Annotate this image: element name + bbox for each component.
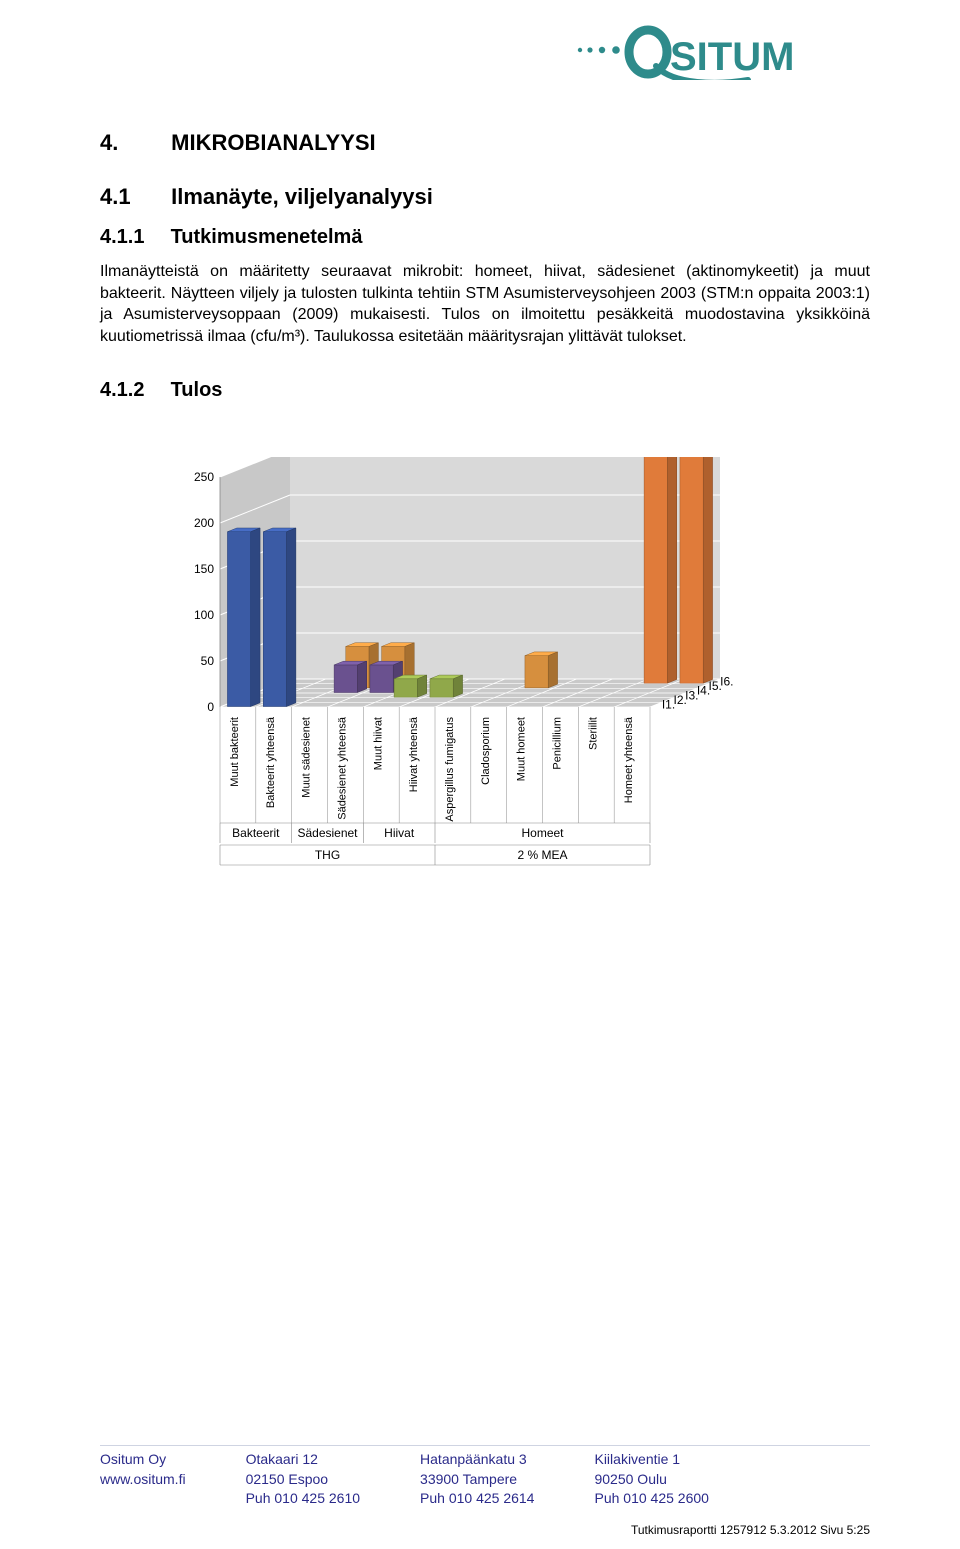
h3b-text: Tulos bbox=[171, 379, 223, 401]
methodology-paragraph: Ilmanäytteistä on määritetty seuraavat m… bbox=[100, 261, 870, 347]
footer-col: Otakaari 1202150 EspooPuh 010 425 2610 bbox=[246, 1450, 360, 1509]
footer-col: Ositum Oywww.ositum.fi bbox=[100, 1450, 186, 1509]
footer-col: Kiilakiventie 190250 OuluPuh 010 425 260… bbox=[594, 1450, 708, 1509]
svg-text:Bakteerit: Bakteerit bbox=[232, 826, 280, 840]
svg-text:Cladosporium: Cladosporium bbox=[480, 717, 492, 785]
h2-num: 4.1 bbox=[100, 184, 165, 210]
svg-text:100: 100 bbox=[194, 608, 214, 622]
result-heading: 4.1.2 Tulos bbox=[100, 379, 870, 402]
section-heading: 4. MIKROBIANALYYSI bbox=[100, 130, 870, 156]
svg-text:200: 200 bbox=[194, 516, 214, 530]
svg-text:Hiivat: Hiivat bbox=[384, 826, 415, 840]
svg-text:Penicillium: Penicillium bbox=[551, 717, 563, 770]
h3-text: Tutkimusmenetelmä bbox=[171, 226, 363, 248]
svg-text:2 % MEA: 2 % MEA bbox=[517, 848, 567, 862]
h1-num: 4. bbox=[100, 130, 165, 156]
svg-text:Bakteerit yhteensä: Bakteerit yhteensä bbox=[265, 717, 277, 809]
svg-text:SITUM: SITUM bbox=[670, 35, 794, 79]
h3b-num: 4.1.2 bbox=[100, 379, 165, 402]
svg-text:Muut bakteerit: Muut bakteerit bbox=[229, 717, 241, 787]
svg-text:Sädesienet yhteensä: Sädesienet yhteensä bbox=[336, 716, 348, 820]
svg-text:Homeet yhteensä: Homeet yhteensä bbox=[623, 716, 635, 803]
svg-text:Sädesienet: Sädesienet bbox=[297, 826, 358, 840]
svg-text:Hiivat yhteensä: Hiivat yhteensä bbox=[408, 717, 420, 793]
svg-text:Muut homeet: Muut homeet bbox=[516, 717, 528, 781]
svg-text:250: 250 bbox=[194, 470, 214, 484]
svg-text:0: 0 bbox=[207, 700, 214, 714]
subsection-heading: 4.1 Ilmanäyte, viljelyanalyysi bbox=[100, 184, 870, 210]
svg-text:150: 150 bbox=[194, 562, 214, 576]
subsubsection-heading: 4.1.1 Tutkimusmenetelmä bbox=[100, 226, 870, 249]
svg-text:Muut hiivat: Muut hiivat bbox=[372, 717, 384, 770]
footer-col: Hatanpäänkatu 333900 TamperePuh 010 425 … bbox=[420, 1450, 534, 1509]
h3-num: 4.1.1 bbox=[100, 226, 165, 249]
result-chart: 050100150200250I1.I2.I3.I4.I5.I6.Muut ba… bbox=[165, 457, 870, 897]
svg-text:I6.: I6. bbox=[720, 675, 733, 689]
h2-text: Ilmanäyte, viljelyanalyysi bbox=[171, 184, 433, 209]
svg-text:Muut sädesienet: Muut sädesienet bbox=[301, 717, 313, 798]
svg-text:THG: THG bbox=[315, 848, 340, 862]
page-number: Tutkimusraportti 1257912 5.3.2012 Sivu 5… bbox=[631, 1523, 870, 1537]
svg-text:50: 50 bbox=[201, 654, 215, 668]
svg-text:Homeet: Homeet bbox=[521, 826, 564, 840]
h1-text: MIKROBIANALYYSI bbox=[171, 130, 376, 155]
brand-logo: SITUM bbox=[570, 20, 870, 85]
svg-text:Aspergillus fumigatus: Aspergillus fumigatus bbox=[444, 717, 456, 822]
page-footer: Ositum Oywww.ositum.fi Otakaari 1202150 E… bbox=[100, 1445, 870, 1509]
svg-text:Steriilit: Steriilit bbox=[587, 717, 599, 750]
